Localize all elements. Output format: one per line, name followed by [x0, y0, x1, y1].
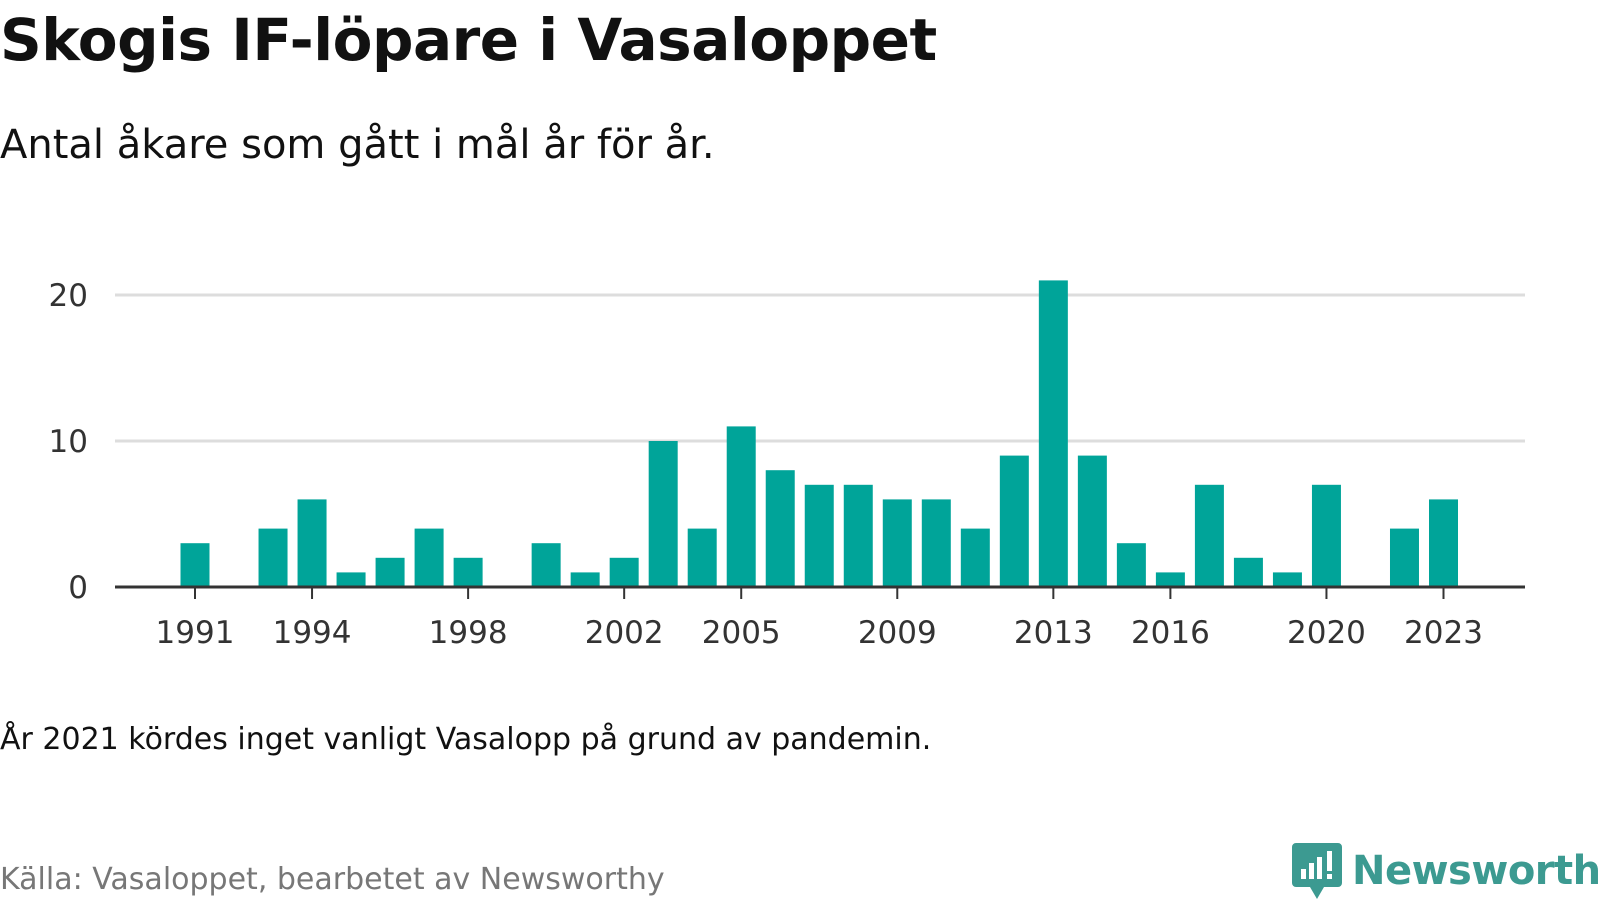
y-tick-label: 20 — [49, 278, 88, 314]
newsworthy-logo-icon — [1292, 843, 1342, 899]
bar-1994 — [297, 499, 327, 587]
newsworthy-logo: Newsworthy — [1292, 843, 1600, 899]
bar-2012 — [999, 455, 1029, 587]
chart-note: År 2021 kördes inget vanligt Vasalopp på… — [0, 722, 932, 757]
chart-title: Skogis IF-löpare i Vasaloppet — [0, 6, 937, 74]
bar-2013 — [1038, 280, 1068, 587]
grid-lines — [115, 293, 1525, 443]
y-tick-label: 10 — [49, 424, 88, 460]
bar-2004 — [687, 528, 717, 587]
y-tick-labels: 0 10 20 — [49, 278, 88, 606]
bar-2015 — [1116, 543, 1146, 587]
x-tick-label: 2002 — [585, 615, 664, 651]
x-tick-labels: 1991 1994 1998 2002 2005 2009 2013 2016 2020 2023 — [156, 615, 1483, 651]
bar-2023 — [1429, 499, 1458, 587]
x-tick-label: 2020 — [1287, 615, 1366, 651]
bar-2020 — [1311, 484, 1341, 587]
source-text: Källa: Vasaloppet, bearbetet av Newswort… — [0, 862, 665, 897]
bar-2009 — [882, 499, 912, 587]
bar-1996 — [375, 557, 405, 587]
x-tick-label: 1994 — [273, 615, 352, 651]
x-tick-label: 2009 — [858, 615, 937, 651]
bar-2001 — [570, 572, 600, 587]
bar-2003 — [648, 441, 678, 587]
x-tick-label: 2016 — [1131, 615, 1210, 651]
bars — [180, 280, 1458, 587]
bar-2017 — [1194, 484, 1224, 587]
chart-subtitle: Antal åkare som gått i mål år för år. — [0, 122, 715, 168]
x-axis — [115, 585, 1525, 599]
bar-2010 — [921, 499, 951, 587]
bar-1998 — [453, 557, 483, 587]
x-tick-label: 1998 — [429, 615, 508, 651]
bar-2018 — [1233, 557, 1263, 587]
bar-2016 — [1155, 572, 1185, 587]
bar-1995 — [336, 572, 366, 587]
bar-1993 — [258, 528, 288, 587]
bar-2006 — [765, 470, 795, 587]
bar-2011 — [960, 528, 990, 587]
bar-2002 — [609, 557, 639, 587]
x-tick-label: 2013 — [1014, 615, 1093, 651]
bar-2000 — [531, 543, 561, 587]
bar-2019 — [1272, 572, 1302, 587]
bar-2014 — [1077, 455, 1107, 587]
y-tick-label: 0 — [68, 570, 88, 606]
bar-2005 — [726, 426, 756, 587]
x-tick-label: 1991 — [156, 615, 235, 651]
bar-2007 — [804, 484, 834, 587]
bar-2008 — [843, 484, 873, 587]
bar-1997 — [414, 528, 444, 587]
bar-1991 — [180, 543, 210, 587]
bar-2022 — [1389, 528, 1419, 587]
logo-text: Newsworthy — [1352, 848, 1600, 894]
x-tick-label: 2023 — [1404, 615, 1483, 651]
x-tick-label: 2005 — [702, 615, 781, 651]
